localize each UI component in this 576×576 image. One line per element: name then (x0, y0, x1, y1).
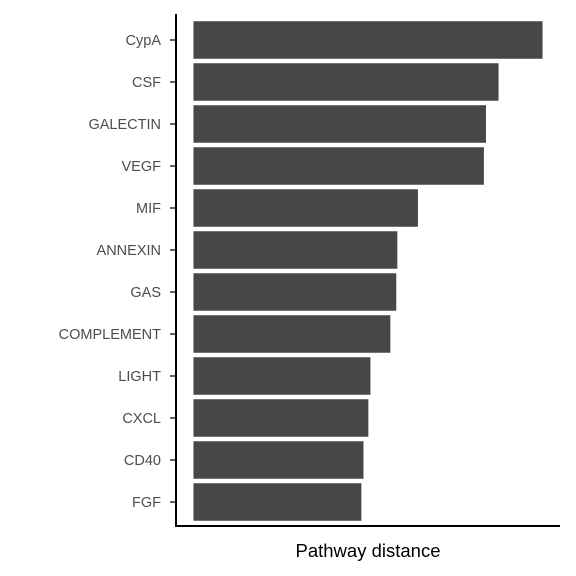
y-ticks-group: CypA CSF GALECTIN VEGF MIF ANNEXIN GAS COMPLEME… (59, 33, 176, 511)
y-tick-label: ANNEXIN (97, 243, 161, 259)
bar-cxcl (193, 399, 369, 437)
bar-light (193, 357, 371, 395)
y-tick-label: GALECTIN (88, 117, 161, 133)
y-tick-label: VEGF (122, 159, 162, 175)
bar-cypa (193, 21, 543, 59)
y-tick-label: CD40 (124, 453, 161, 469)
y-tick-label: CXCL (122, 411, 161, 427)
y-tick-label: CypA (126, 33, 162, 49)
y-tick-label: GAS (130, 285, 161, 301)
bars-group (193, 21, 543, 521)
bar-mif (193, 189, 418, 227)
x-axis-title: Pathway distance (295, 540, 440, 561)
y-tick-label: COMPLEMENT (59, 327, 161, 343)
y-tick-label: CSF (132, 75, 161, 91)
bar-galectin (193, 105, 486, 143)
y-tick-label: FGF (132, 495, 161, 511)
bar-gas (193, 273, 397, 311)
bar-cd40 (193, 441, 364, 479)
bar-annexin (193, 231, 398, 269)
bar-fgf (193, 483, 362, 521)
y-tick-label: MIF (136, 201, 161, 217)
y-tick-label: LIGHT (118, 369, 161, 385)
bar-vegf (193, 147, 484, 185)
bar-csf (193, 63, 499, 101)
bar-complement (193, 315, 391, 353)
